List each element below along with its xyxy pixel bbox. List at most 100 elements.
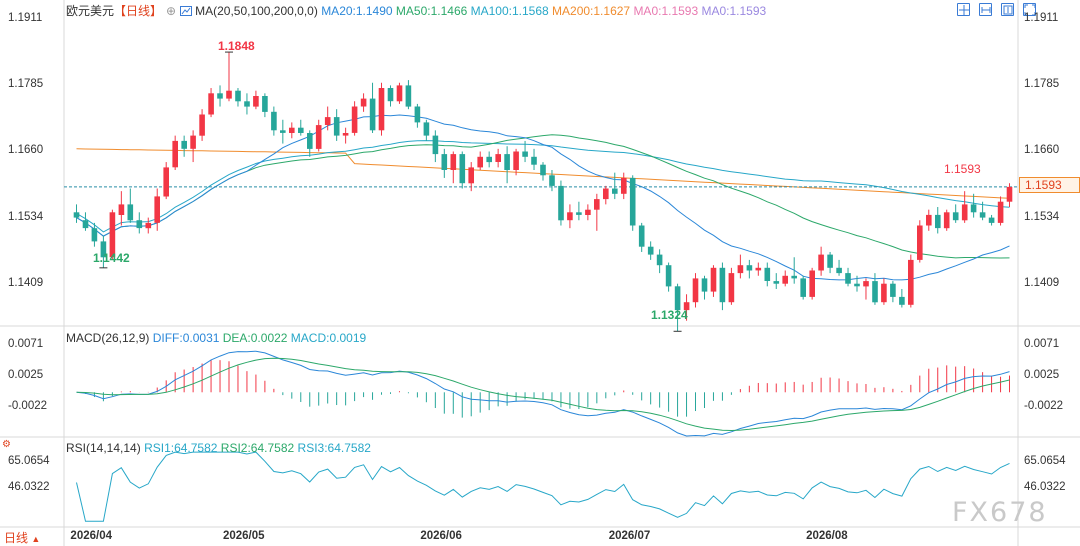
candle-body <box>468 167 474 184</box>
zoom-in-icon[interactable] <box>1001 3 1014 16</box>
candle-body <box>665 265 672 287</box>
ma-value-1: MA50:1.1466 <box>395 4 471 18</box>
candle-body <box>172 140 178 168</box>
x-axis-label-3: 2026/07 <box>608 530 651 542</box>
x-axis-label-1: 2026/05 <box>222 530 265 542</box>
price_axis-tick-r-2: 1.1660 <box>1024 144 1060 157</box>
candle-body <box>917 225 923 260</box>
rsi-title: RSI(14,14,14) <box>66 441 141 455</box>
price_axis-tick-r-0: 1.1911 <box>1024 11 1059 24</box>
candle-body <box>603 188 609 200</box>
candle-body <box>271 111 277 131</box>
candle-body <box>289 127 295 133</box>
candle-body <box>612 188 618 194</box>
candle-body <box>181 140 187 149</box>
candle-body <box>638 225 645 247</box>
candle-body <box>342 133 349 136</box>
rsi_axis-tick-l-0: 65.0654 <box>8 454 50 467</box>
ma50-line <box>76 134 1010 259</box>
candle-body <box>710 267 717 292</box>
candle-body <box>387 88 394 102</box>
macd-dea-line <box>76 357 1010 432</box>
ma-params: MA(20,50,100,200,0,0) <box>195 4 318 18</box>
candle-body <box>773 281 780 284</box>
candle-body <box>450 154 457 170</box>
zoom-out-icon[interactable] <box>979 3 992 16</box>
candle-body <box>91 228 98 242</box>
fullscreen-icon[interactable] <box>1023 3 1036 16</box>
candle-body <box>782 275 788 284</box>
price_axis-tick-l-2: 1.1660 <box>8 144 44 157</box>
price_axis-tick-l-4: 1.1409 <box>8 277 44 290</box>
candle-body <box>127 204 134 221</box>
period-selector[interactable]: 日线 ▲ <box>4 531 40 546</box>
candle-body <box>1006 186 1013 202</box>
x-axis-label-4: 2026/08 <box>806 530 848 542</box>
ma-value-2: MA100:1.1568 <box>470 4 553 18</box>
candle-body <box>414 106 421 123</box>
candle-body <box>872 281 878 303</box>
candle-body <box>683 302 690 311</box>
candle-body <box>396 85 403 102</box>
candle-body <box>163 167 169 197</box>
period-label[interactable]: 【日线】 <box>114 4 163 18</box>
candle-body <box>136 220 143 229</box>
candle-body <box>495 154 501 162</box>
candle-body <box>423 122 430 136</box>
rsi-settings-icon[interactable]: ⚙ <box>2 439 11 450</box>
candle-body <box>961 204 968 221</box>
candle-body <box>863 281 869 287</box>
rsi_axis-tick-r-0: 65.0654 <box>1024 454 1066 467</box>
candle-body <box>432 135 439 155</box>
low-price-label-june: 1.1324 <box>651 308 688 322</box>
candle-body <box>226 90 232 99</box>
candle-body <box>970 204 977 213</box>
candle-body <box>324 117 331 125</box>
candle-body <box>351 106 358 133</box>
ma20-line <box>76 114 1010 281</box>
candle-body <box>674 286 681 311</box>
candle-body <box>997 201 1004 223</box>
crosshair-icon[interactable] <box>957 3 970 16</box>
candle-body <box>369 98 376 131</box>
candle-body <box>737 265 744 274</box>
price_axis-tick-r-1: 1.1785 <box>1024 78 1060 91</box>
candle-body <box>629 177 636 226</box>
ma-chart-icon[interactable] <box>180 6 193 16</box>
ma100-line <box>76 140 1010 233</box>
candle-body <box>827 254 833 268</box>
rsi_axis-tick-r-1: 46.0322 <box>1024 481 1066 494</box>
candle-body <box>746 265 753 271</box>
candle-body <box>82 220 89 229</box>
candle-body <box>899 296 905 305</box>
rsi-line <box>76 451 1010 522</box>
candle-body <box>845 273 851 284</box>
period-selector-label: 日线 <box>4 531 29 545</box>
candle-body <box>459 154 466 184</box>
candle-body <box>809 270 815 297</box>
settings-icon[interactable]: ⊕ <box>166 4 177 18</box>
macd_axis-tick-l-1: 0.0025 <box>8 368 44 381</box>
candle-body <box>280 130 286 133</box>
candle-body <box>656 254 663 266</box>
candle-body <box>145 222 152 229</box>
candle-body <box>100 241 107 258</box>
macd-diff-line <box>76 350 1010 437</box>
candle-body <box>477 156 483 168</box>
candle-body <box>522 151 528 157</box>
price_axis-tick-r-3: 1.1534 <box>1024 211 1060 224</box>
candle-body <box>594 199 600 210</box>
candle-body <box>298 127 304 133</box>
candle-body <box>531 156 537 165</box>
candle-body <box>935 214 941 229</box>
candle-body <box>315 125 322 149</box>
candle-body <box>647 246 654 255</box>
candle-body <box>558 185 564 221</box>
candle-body <box>405 85 412 107</box>
low-price-label-april: 1.1442 <box>93 251 130 265</box>
x-axis-label-2: 2026/06 <box>420 530 462 542</box>
price_axis-tick-l-0: 1.1911 <box>8 11 43 24</box>
ma-value-3: MA200:1.1627 <box>552 4 634 18</box>
candle-body <box>952 212 959 221</box>
